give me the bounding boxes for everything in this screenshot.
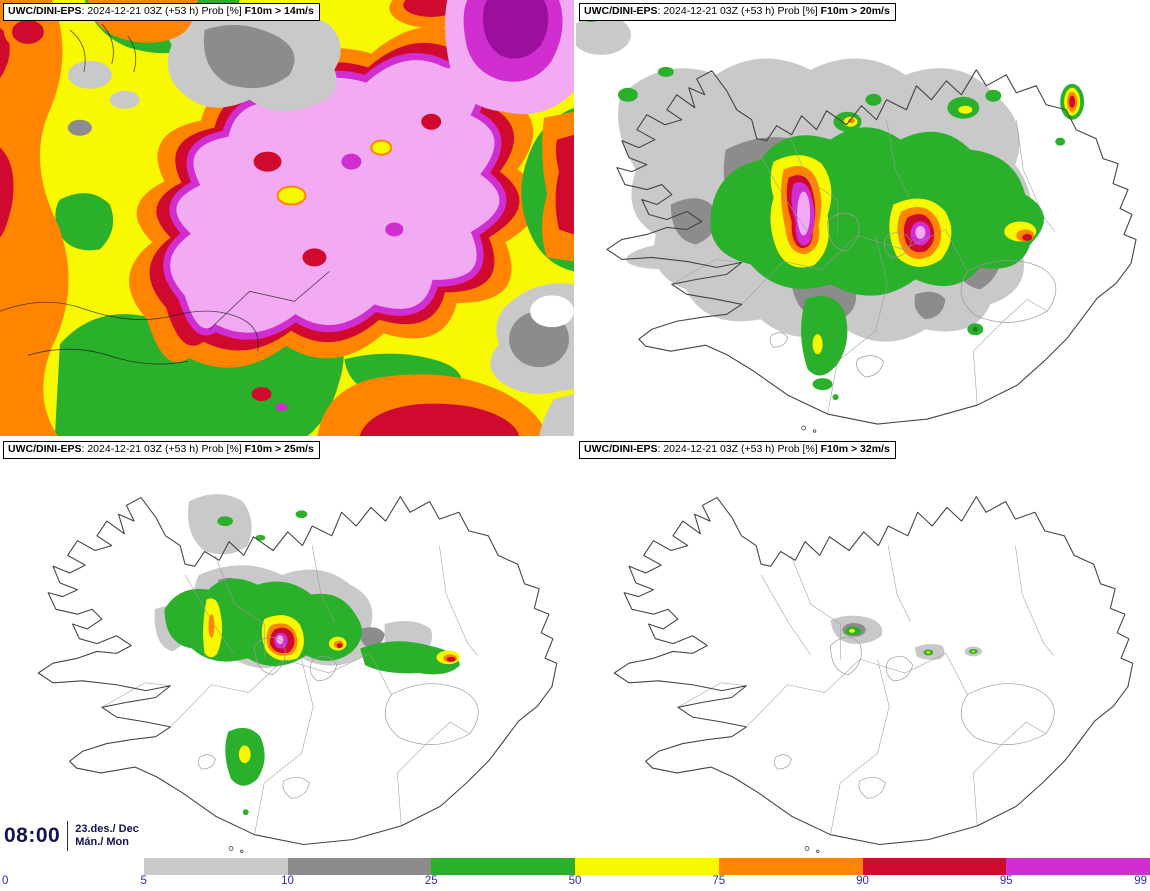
colorbar-segment-2 (287, 858, 432, 875)
colorbar-tick-0: 0 (2, 875, 9, 887)
panel-f10m-20: UWC/DINI-EPS: 2024-12-21 03Z (+53 h) Pro… (576, 0, 1150, 436)
map-f10m-32 (576, 438, 1150, 891)
run-info: : 2024-12-21 03Z (+53 h) Prob [%] (657, 5, 821, 17)
valid-date-block: 23.des./ Dec Mán./ Mon (75, 823, 139, 849)
run-info: : 2024-12-21 03Z (+53 h) Prob [%] (657, 443, 821, 455)
panel-f10m-14: UWC/DINI-EPS: 2024-12-21 03Z (+53 h) Pro… (0, 0, 574, 436)
colorbar-tick-90: 90 (856, 875, 869, 887)
model-name: UWC/DINI-EPS (584, 5, 658, 17)
panel-f10m-32: UWC/DINI-EPS: 2024-12-21 03Z (+53 h) Pro… (576, 438, 1150, 891)
model-name: UWC/DINI-EPS (584, 443, 658, 455)
colorbar-ticks: 0 5 10 25 50 75 90 95 99 (0, 875, 1150, 891)
colorbar-segment-5 (718, 858, 863, 875)
colorbar-segment-7 (1006, 858, 1150, 875)
map-f10m-14 (0, 0, 574, 436)
threshold-label: F10m > 14m/s (244, 5, 314, 17)
valid-time-block: 08:00 23.des./ Dec Mán./ Mon (2, 821, 147, 851)
map-f10m-20 (576, 0, 1150, 436)
colorbar-segment-3 (431, 858, 575, 875)
colorbar-segment-4 (575, 858, 719, 875)
run-info: : 2024-12-21 03Z (+53 h) Prob [%] (81, 443, 245, 455)
valid-date: 23.des./ Dec (75, 823, 139, 835)
colorbar-tick-99: 99 (1134, 875, 1147, 887)
threshold-label: F10m > 25m/s (244, 443, 314, 455)
panel-title-25: UWC/DINI-EPS: 2024-12-21 03Z (+53 h) Pro… (3, 441, 320, 459)
time-date-divider (67, 821, 69, 851)
threshold-label: F10m > 32m/s (820, 443, 890, 455)
colorbar (0, 858, 1150, 875)
colorbar-tick-25: 25 (424, 875, 438, 887)
threshold-label: F10m > 20m/s (820, 5, 890, 17)
coastline-fragments (0, 23, 330, 365)
map-f10m-25 (0, 438, 574, 891)
colorbar-segment-0 (0, 858, 144, 875)
panel-title-20: UWC/DINI-EPS: 2024-12-21 03Z (+53 h) Pro… (579, 3, 896, 21)
colorbar-segment-6 (862, 858, 1007, 875)
run-info: : 2024-12-21 03Z (+53 h) Prob [%] (81, 5, 245, 17)
valid-time: 08:00 (4, 824, 61, 847)
panel-f10m-25: UWC/DINI-EPS: 2024-12-21 03Z (+53 h) Pro… (0, 438, 574, 891)
colorbar-tick-5: 5 (140, 875, 147, 887)
panel-title-32: UWC/DINI-EPS: 2024-12-21 03Z (+53 h) Pro… (579, 441, 896, 459)
valid-day: Mán./ Mon (75, 836, 129, 848)
colorbar-tick-10: 10 (281, 875, 294, 887)
model-name: UWC/DINI-EPS (8, 443, 82, 455)
colorbar-tick-95: 95 (999, 875, 1013, 887)
colorbar-tick-75: 75 (712, 875, 726, 887)
panel-title-14: UWC/DINI-EPS: 2024-12-21 03Z (+53 h) Pro… (3, 3, 320, 21)
colorbar-tick-50: 50 (568, 875, 582, 887)
model-name: UWC/DINI-EPS (8, 5, 82, 17)
colorbar-segment-1 (143, 858, 288, 875)
